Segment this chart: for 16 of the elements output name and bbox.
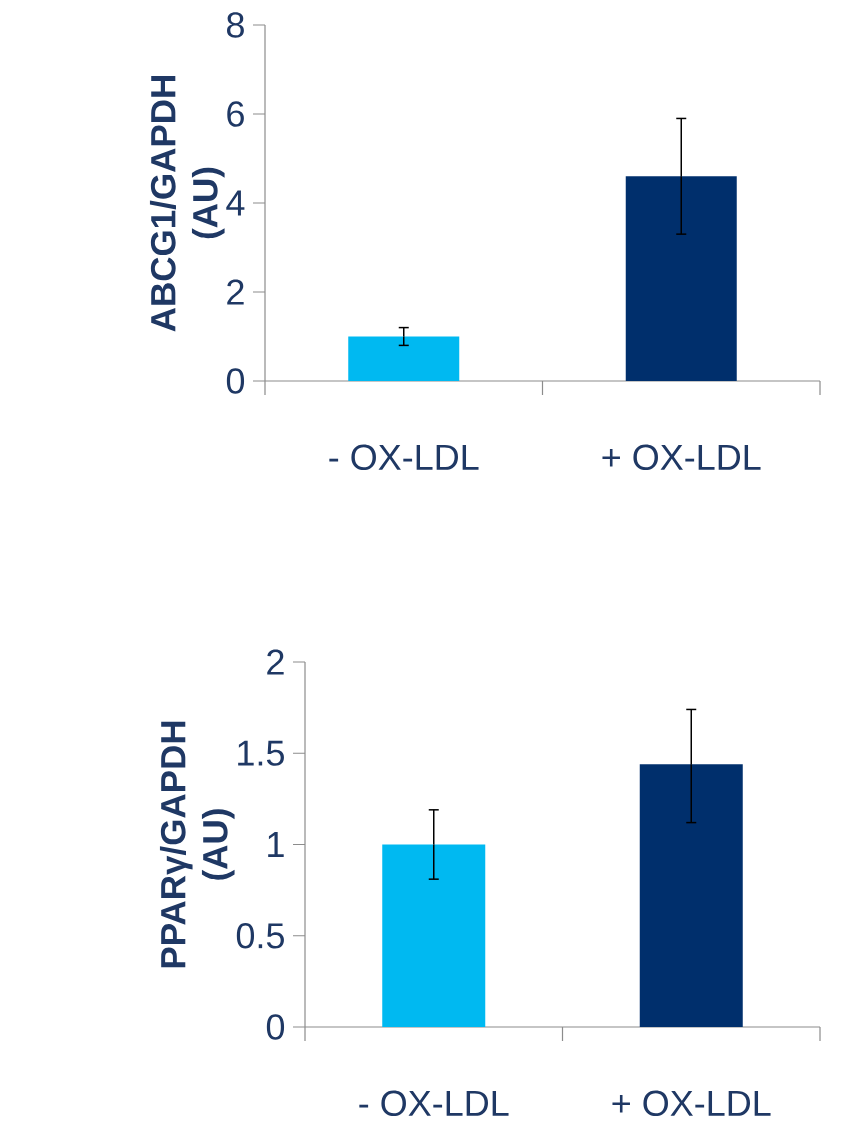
y-tick-label: 8 xyxy=(227,12,244,38)
x-tick-label: - OX-LDL xyxy=(329,444,479,471)
y-axis-title: PPARγ/GAPDH (AU) xyxy=(159,721,235,968)
y-tick-label: 6 xyxy=(227,101,244,127)
y-tick-label: 0.5 xyxy=(236,923,284,949)
y-tick-label: 0 xyxy=(266,1014,285,1040)
x-tick-label: - OX-LDL xyxy=(359,1090,509,1117)
y-tick-label: 2 xyxy=(267,649,284,675)
y-tick-label: 1 xyxy=(268,832,284,857)
y-tick-label: 4 xyxy=(226,190,245,216)
x-tick-label: + OX-LDL xyxy=(612,1090,771,1117)
y-tick-label: 1.5 xyxy=(238,740,284,766)
y-tick-label: 2 xyxy=(227,279,244,305)
x-tick-label: + OX-LDL xyxy=(602,444,761,471)
y-axis-title: ABCG1/GAPDH (AU) xyxy=(149,76,225,332)
y-tick-label: 0 xyxy=(226,368,245,394)
